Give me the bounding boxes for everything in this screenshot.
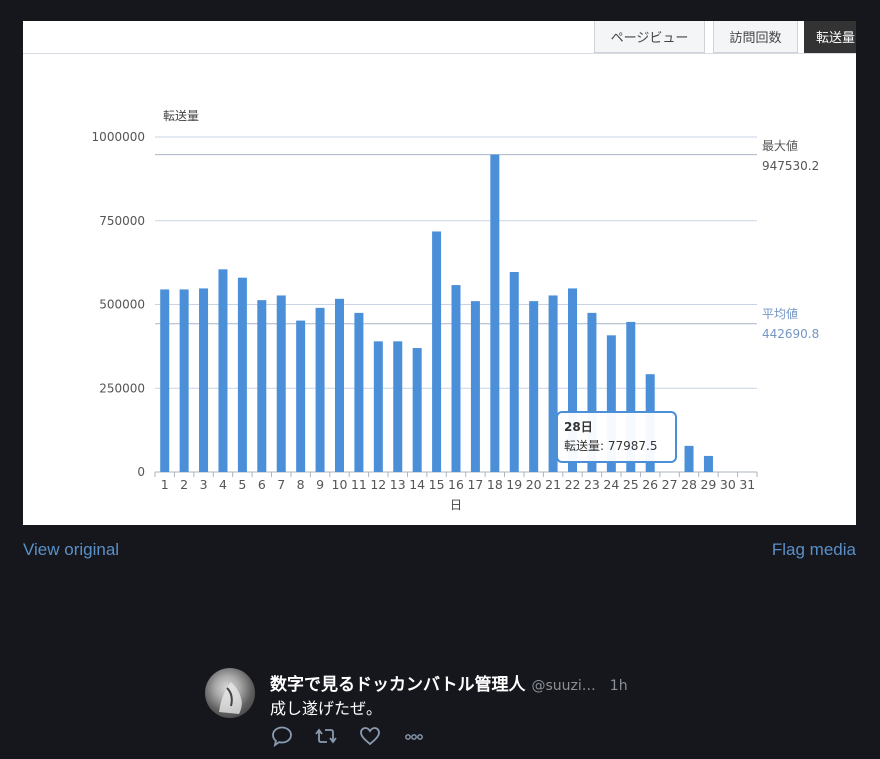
x-tick-label: 19	[506, 477, 522, 492]
media-card[interactable]: ページビュー 訪問回数 転送量 0 250000 500000 750000 10000…	[23, 21, 856, 525]
bar-day-2	[179, 289, 189, 472]
x-tick-label: 8	[297, 477, 305, 492]
max-line-label: 最大値	[762, 138, 798, 153]
x-tick-label: 25	[623, 477, 639, 492]
tweet[interactable]: 数字で見るドッカンバトル管理人 @suuzi… 1h 成し遂げたぜ。	[205, 668, 725, 758]
bar-day-15	[432, 231, 442, 472]
bar-day-28	[684, 445, 694, 472]
tooltip-box	[556, 411, 677, 463]
avg-line-label: 平均値	[762, 306, 798, 321]
avatar-image	[219, 682, 242, 714]
tab-visits[interactable]: 訪問回数	[713, 21, 798, 53]
bar-day-17	[470, 301, 480, 472]
y-tick-label: 750000	[99, 214, 145, 228]
x-tick-label: 3	[200, 477, 208, 492]
view-original-link[interactable]: View original	[23, 540, 120, 559]
x-tick-label: 17	[467, 477, 483, 492]
x-tick-label: 23	[584, 477, 600, 492]
flag-media-link[interactable]: Flag media	[771, 540, 856, 559]
x-tick-label: 28	[681, 477, 697, 492]
x-axis-title: 日	[450, 498, 462, 512]
y-tick-label: 0	[137, 465, 145, 479]
x-tick-label: 2	[180, 477, 188, 492]
tab-transfer[interactable]: 転送量	[804, 21, 856, 53]
x-tick-label: 22	[565, 477, 581, 492]
bar-day-23	[587, 312, 597, 472]
bar-day-5	[237, 277, 247, 472]
bar-day-3	[199, 288, 209, 472]
bar-day-11	[354, 312, 364, 472]
x-tick-label: 18	[487, 477, 503, 492]
bar-day-19	[509, 272, 519, 472]
bar-day-13	[393, 341, 403, 472]
bar-day-25	[626, 321, 636, 472]
x-tick-label: 7	[277, 477, 285, 492]
tab-pageview[interactable]: ページビュー	[594, 21, 705, 53]
tweet-text: 成し遂げたぜ。	[270, 699, 383, 718]
x-tick-label: 11	[351, 477, 367, 492]
x-tick-label: 21	[545, 477, 561, 492]
x-tick-label: 16	[448, 477, 464, 492]
avg-line-value: 442690.8	[762, 327, 819, 341]
bar-day-8	[296, 320, 306, 472]
bar-day-12	[373, 341, 383, 472]
x-tick-label: 31	[739, 477, 755, 492]
bar-day-29	[703, 455, 713, 472]
x-tick-label: 5	[238, 477, 246, 492]
chart-tab-bar: ページビュー 訪問回数 転送量	[23, 21, 856, 54]
x-tick-label: 26	[642, 477, 658, 492]
tweet-author-handle[interactable]: @suuzi…	[531, 678, 596, 694]
retweet-icon[interactable]	[314, 724, 338, 748]
x-tick-label: 12	[370, 477, 386, 492]
tweet-timestamp[interactable]: 1h	[609, 678, 628, 694]
x-tick-label: 30	[720, 477, 736, 492]
x-tick-label: 29	[700, 477, 716, 492]
reply-icon[interactable]	[270, 724, 294, 748]
bar-day-18	[490, 154, 500, 472]
x-tick-label: 24	[603, 477, 619, 492]
bar-day-1	[160, 289, 170, 472]
y-tick-label: 250000	[99, 381, 145, 395]
x-tick-label: 27	[662, 477, 678, 492]
avatar[interactable]	[205, 668, 255, 718]
x-tick-label: 10	[332, 477, 348, 492]
bar-day-6	[257, 300, 267, 472]
bar-day-16	[451, 285, 461, 472]
x-tick-label: 15	[429, 477, 445, 492]
tweet-author-name[interactable]: 数字で見るドッカンバトル管理人	[270, 675, 526, 695]
y-tick-label: 500000	[99, 298, 145, 312]
tooltip-title: 28日	[564, 420, 593, 434]
x-tick-label: 20	[526, 477, 542, 492]
like-icon[interactable]	[358, 724, 382, 748]
bar-day-9	[315, 307, 325, 472]
x-tick-label: 1	[161, 477, 169, 492]
bar-day-7	[276, 295, 286, 472]
tooltip-value: 転送量: 77987.5	[564, 438, 657, 453]
x-tick-label: 9	[316, 477, 324, 492]
max-line-value: 947530.2	[762, 159, 819, 173]
bar-day-21	[548, 295, 558, 472]
x-tick-label: 13	[390, 477, 406, 492]
bar-day-4	[218, 269, 228, 472]
x-tick-label: 6	[258, 477, 266, 492]
y-tick-label: 1000000	[92, 130, 145, 144]
bar-day-14	[412, 348, 422, 472]
bar-day-24	[606, 335, 616, 472]
y-axis-title: 転送量	[163, 108, 199, 123]
x-tick-label: 4	[219, 477, 227, 492]
x-tick-label: 14	[409, 477, 425, 492]
more-icon[interactable]	[402, 724, 426, 748]
bar-day-10	[334, 298, 344, 472]
bar-day-20	[529, 301, 539, 472]
bar-day-22	[568, 288, 578, 472]
